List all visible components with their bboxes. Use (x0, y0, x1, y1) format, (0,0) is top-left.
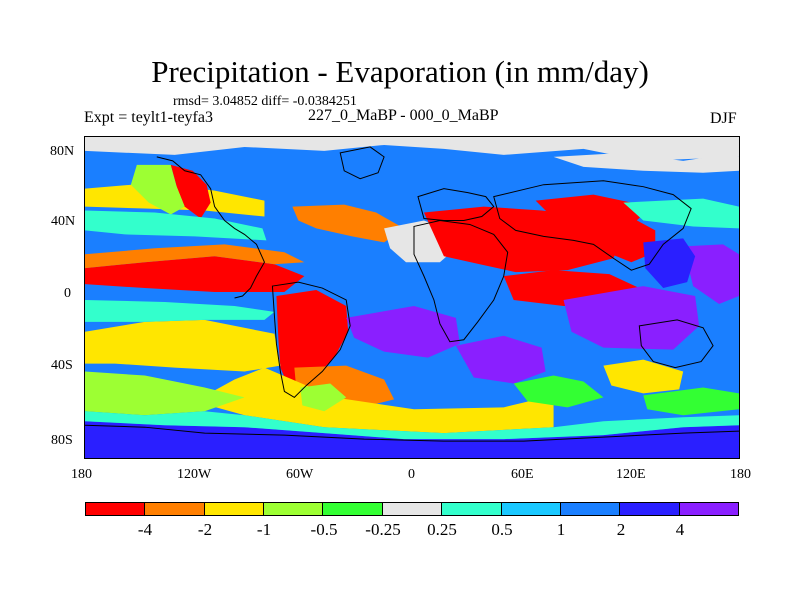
coastline-australia (638, 319, 714, 369)
south-pacific-green (85, 371, 245, 416)
coastline-antarctica (85, 424, 739, 442)
colorbar-swatch-10 (679, 503, 738, 515)
stats-text: rmsd= 3.04852 diff= -0.0384251 (173, 94, 357, 109)
south-pacific-green-east (643, 387, 739, 416)
colorbar-label-0-25: 0.25 (427, 520, 457, 539)
eastern-asia-blue (643, 238, 696, 289)
coastline-north-america (156, 156, 266, 299)
precip-fields (85, 137, 739, 458)
coastline-asia (493, 180, 692, 271)
colorbar-swatch-6 (442, 503, 502, 515)
south-pacific-yellow (85, 319, 281, 372)
southern-ocean-yellow (194, 367, 554, 434)
colorbar-label-2: 2 (616, 520, 626, 539)
south-indian-green (513, 375, 604, 408)
south-america-red (276, 290, 349, 392)
south-america-green (300, 383, 347, 412)
lon-tick-60e: 60E (511, 467, 534, 482)
equatorial-atlantic-purple (346, 305, 460, 358)
lon-tick-180-left: 180 (71, 467, 92, 482)
colorbar-swatch-4 (323, 503, 383, 515)
africa-red (423, 206, 624, 273)
south-africa-purple (455, 335, 546, 384)
colorbar-swatch-3 (264, 503, 324, 515)
coastline-europe (417, 188, 495, 221)
tropical-pacific-red-band (85, 256, 305, 293)
chart-title: Precipitation - Evaporation (in mm/day) (151, 54, 649, 89)
colorbar-swatch-9 (620, 503, 680, 515)
colorbar-label-0-5: 0.5 (491, 520, 513, 539)
east-asia-red (603, 218, 656, 263)
polar-band-north (85, 137, 739, 161)
west-pacific-purple (683, 244, 739, 304)
season-label: DJF (710, 110, 737, 127)
precip-evap-map (84, 136, 740, 459)
colorbar-swatch-0 (86, 503, 146, 515)
lon-tick-120e: 120E (616, 467, 646, 482)
colorbar-swatch-1 (145, 503, 205, 515)
pacific-cyan-strip (85, 299, 275, 322)
colorbar-swatch-7 (501, 503, 561, 515)
north-america-red (170, 164, 211, 219)
indian-yellow (603, 359, 684, 394)
coastline-south-america (271, 281, 351, 399)
colorbar-label-1: 1 (556, 520, 566, 539)
colorbar-label-minus-1: -1 (256, 520, 272, 539)
coastline-overlay (85, 146, 739, 442)
colorbar-label-minus-0-5: -0.5 (310, 520, 338, 539)
asia-red (535, 194, 644, 233)
lat-tick-40s: 40S (51, 358, 73, 373)
coastline-africa (413, 219, 509, 343)
colorbar-label-minus-2: -2 (197, 520, 213, 539)
lat-tick-0: 0 (64, 286, 71, 301)
map-svg (85, 137, 739, 458)
mid-pacific-cyan (85, 210, 267, 241)
lat-tick-80s: 80S (51, 433, 73, 448)
north-america-green (130, 164, 185, 215)
colorbar-label-4: 4 (675, 520, 685, 539)
lon-tick-120w: 120W (177, 467, 212, 482)
mid-latitude-cyan (623, 198, 739, 229)
lon-tick-0: 0 (408, 467, 415, 482)
colorbar-label-minus-4: -4 (137, 520, 153, 539)
colorbar-swatch-8 (560, 503, 621, 515)
tropical-pacific-orange-band (85, 244, 305, 269)
lon-tick-180-right: 180 (730, 467, 751, 482)
colorbar-swatch-2 (204, 503, 265, 515)
experiment-label: Expt = teylt1-teyfa3 (84, 109, 213, 126)
coastline-greenland (339, 146, 385, 180)
lon-tick-60w: 60W (286, 467, 314, 482)
colorbar (85, 502, 739, 516)
lat-tick-80n: 80N (50, 144, 75, 159)
antarctic-blue (85, 421, 739, 458)
colorbar-swatch-5 (382, 503, 443, 515)
indian-ocean-purple (563, 286, 700, 350)
colorbar-label-minus-0-25: -0.25 (365, 520, 401, 539)
arctic-gray-right (553, 152, 739, 173)
north-atlantic-orange-band (292, 204, 405, 243)
period-label: 227_0_MaBP - 000_0_MaBP (308, 107, 499, 124)
southern-cyan-band (85, 411, 739, 440)
lat-tick-40n: 40N (51, 214, 76, 229)
